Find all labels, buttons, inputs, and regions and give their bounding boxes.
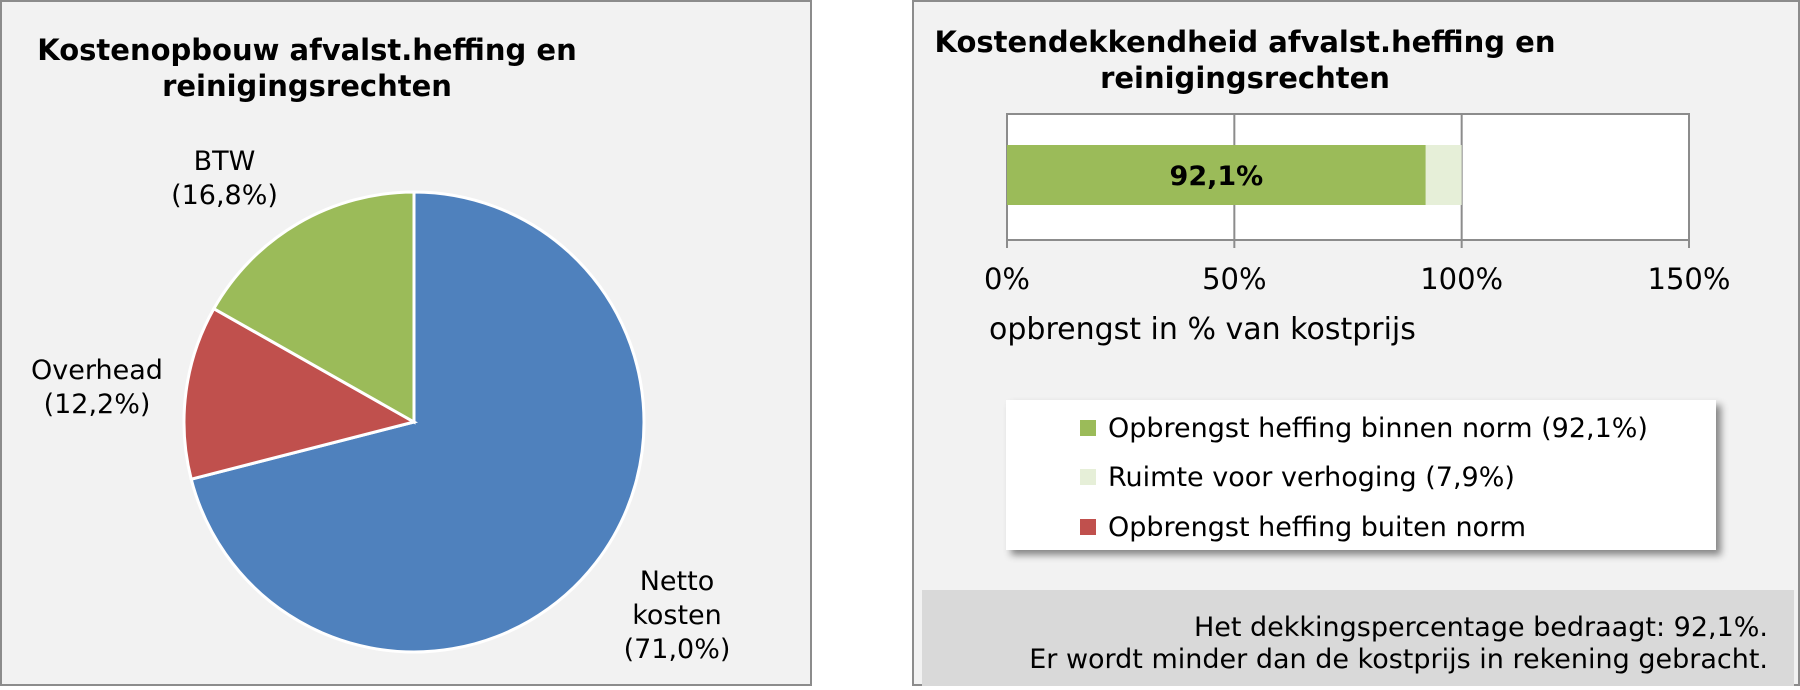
bar-chart-panel: Kostendekkendheid afvalst.heffing en rei…	[912, 0, 1800, 686]
pie-title-line-2: reinigingsrechten	[162, 69, 452, 103]
bar-value-label: 92,1%	[1170, 161, 1264, 192]
x-tick-label-100: 100%	[1420, 262, 1503, 296]
pie-label-overhead-name: Overhead	[31, 355, 163, 386]
pie-slice-overhead	[182, 306, 418, 482]
bar-title-line-2: reinigingsrechten	[1100, 61, 1390, 95]
chart-legend: Opbrengst heffing binnen norm (92,1%) Ru…	[1006, 400, 1716, 550]
pie-title-line-1: Kostenopbouw afvalst.heffing en	[37, 33, 577, 67]
legend-swatch-binnen-norm	[1080, 420, 1096, 436]
pie-label-netto-line-2: kosten	[632, 600, 722, 631]
x-tick-label-150: 150%	[1648, 262, 1731, 296]
legend-item-buiten-norm: Opbrengst heffing buiten norm	[1080, 508, 1526, 546]
legend-item-ruimte: Ruimte voor verhoging (7,9%)	[1080, 458, 1515, 496]
pie-label-netto: Netto kosten (71,0%)	[602, 565, 752, 667]
legend-swatch-buiten-norm	[1080, 519, 1096, 535]
pie-label-overhead-pct: (12,2%)	[43, 389, 151, 420]
legend-swatch-ruimte	[1080, 469, 1096, 485]
legend-label-binnen-norm: Opbrengst heffing binnen norm (92,1%)	[1108, 412, 1648, 444]
pie-chart	[182, 190, 646, 654]
legend-label-buiten-norm: Opbrengst heffing buiten norm	[1108, 511, 1526, 543]
pie-chart-title: Kostenopbouw afvalst.heffing en reinigin…	[12, 32, 602, 104]
conclusion-note: Het dekkingspercentage bedraagt: 92,1%. …	[922, 590, 1794, 686]
bar-chart: 92,1% 0% 50% 100% 150%	[984, 113, 1731, 296]
pie-label-netto-line-1: Netto	[639, 566, 715, 597]
x-axis-title: opbrengst in % van kostprijs	[989, 312, 1416, 347]
legend-label-ruimte: Ruimte voor verhoging (7,9%)	[1108, 461, 1515, 493]
note-line-2: Er wordt minder dan de kostprijs in reke…	[1029, 644, 1768, 675]
pie-slice-netto-kosten	[189, 190, 646, 654]
pie-label-netto-pct: (71,0%)	[623, 634, 731, 665]
x-tick-label-50: 50%	[1202, 262, 1266, 296]
pie-slice-btw	[211, 190, 416, 425]
pie-label-btw-pct: (16,8%)	[171, 180, 278, 211]
x-tick-label-0: 0%	[984, 262, 1030, 296]
pie-label-btw-name: BTW	[193, 146, 256, 177]
note-line-1: Het dekkingspercentage bedraagt: 92,1%.	[1193, 612, 1768, 643]
pie-label-btw: BTW (16,8%)	[152, 145, 297, 213]
pie-chart-panel: Kostenopbouw afvalst.heffing en reinigin…	[0, 0, 812, 686]
bar-title-line-1: Kostendekkendheid afvalst.heffing en	[934, 25, 1556, 59]
legend-item-binnen-norm: Opbrengst heffing binnen norm (92,1%)	[1080, 409, 1648, 447]
bar-segment-ruimte-voor-verhoging	[1425, 145, 1462, 205]
bar-segment-opbrengst-heffing-binnen-norm	[1007, 145, 1426, 205]
bar-chart-title: Kostendekkendheid afvalst.heffing en rei…	[920, 24, 1570, 96]
pie-label-overhead: Overhead (12,2%)	[22, 354, 172, 422]
